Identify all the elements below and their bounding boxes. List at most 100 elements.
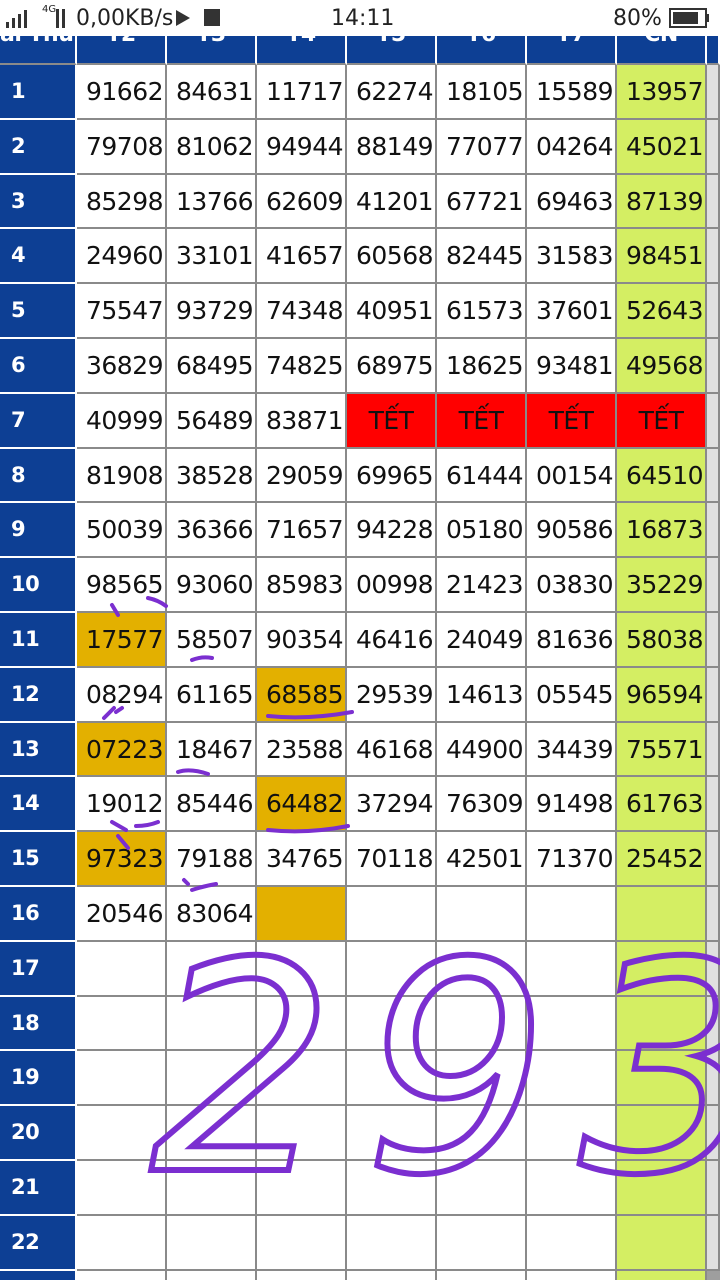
cell: [347, 1215, 437, 1271]
cell: 18105: [437, 65, 527, 120]
cell: [347, 887, 437, 942]
status-bar: 4G 0,00KB/s 14:11 80%: [0, 0, 720, 36]
cell: [167, 1215, 257, 1271]
cell: [617, 941, 707, 997]
cell: 98565: [77, 558, 167, 613]
cell: 69463: [527, 174, 617, 230]
edge: [707, 393, 720, 449]
cell: 79188: [167, 832, 257, 887]
cell: 61444: [437, 448, 527, 504]
cell: 60568: [347, 229, 437, 285]
cell: 85446: [167, 777, 257, 833]
cell: 85298: [77, 174, 167, 230]
cell: 24960: [77, 229, 167, 285]
cell: 83871: [257, 393, 347, 449]
cell: 29539: [347, 667, 437, 723]
cell: [167, 996, 257, 1052]
cell: 29059: [257, 448, 347, 504]
edge: [707, 613, 720, 668]
cell: [167, 1270, 257, 1280]
cell: TẾT: [527, 393, 617, 449]
cell: [77, 1161, 167, 1216]
cell: [437, 1161, 527, 1216]
edge: [707, 1215, 720, 1271]
cell: 34439: [527, 722, 617, 778]
edge: [707, 1051, 720, 1107]
cell: [437, 1051, 527, 1107]
cell: 05180: [437, 503, 527, 559]
cell: 98451: [617, 229, 707, 285]
cell: 08294: [77, 667, 167, 723]
cell: 14613: [437, 667, 527, 723]
row-label: 13: [0, 722, 77, 778]
cell: [77, 941, 167, 997]
edge: [707, 284, 720, 339]
cell: TẾT: [437, 393, 527, 449]
cell: 24049: [437, 613, 527, 668]
row-label: 21: [0, 1161, 77, 1216]
edge: [707, 448, 720, 504]
cell: 62274: [347, 65, 437, 120]
cell: [527, 996, 617, 1052]
cell: 84631: [167, 65, 257, 120]
row-label: 15: [0, 832, 77, 887]
cell: 13957: [617, 65, 707, 120]
cell: 58038: [617, 613, 707, 668]
row-label: 9: [0, 503, 77, 559]
cell: 31583: [527, 229, 617, 285]
cell: [347, 1161, 437, 1216]
cell: [167, 941, 257, 997]
cell: [257, 1106, 347, 1161]
cell: [527, 941, 617, 997]
cell: 77077: [437, 119, 527, 175]
network: 4G: [42, 4, 57, 15]
cell: 64510: [617, 448, 707, 504]
edge: [707, 777, 720, 833]
signal-icon: [6, 10, 27, 28]
cell: 21423: [437, 558, 527, 613]
cell: 18625: [437, 339, 527, 394]
cell: 33101: [167, 229, 257, 285]
cell: 68585: [257, 667, 347, 723]
cell: 25452: [617, 832, 707, 887]
cell: 91498: [527, 777, 617, 833]
cell: 76309: [437, 777, 527, 833]
cell: [257, 941, 347, 997]
cell: 41201: [347, 174, 437, 230]
cell: 81062: [167, 119, 257, 175]
cell: [347, 941, 437, 997]
cell: 38528: [167, 448, 257, 504]
cell: 45021: [617, 119, 707, 175]
cell: 40999: [77, 393, 167, 449]
cell: [77, 1051, 167, 1107]
cell: 94944: [257, 119, 347, 175]
status-icons: [56, 8, 709, 28]
cell: 37294: [347, 777, 437, 833]
cell: 37601: [527, 284, 617, 339]
cell: 68495: [167, 339, 257, 394]
edge: [707, 941, 720, 997]
cell: [257, 887, 347, 942]
cell: 75571: [617, 722, 707, 778]
row-label: 12: [0, 667, 77, 723]
cell: 87139: [617, 174, 707, 230]
battery: 80%: [613, 6, 662, 31]
cell: [527, 1215, 617, 1271]
net-speed: 0,00KB/s: [76, 6, 174, 31]
cell: 07223: [77, 722, 167, 778]
cell: 64482: [257, 777, 347, 833]
cell: 56489: [167, 393, 257, 449]
cell: 61573: [437, 284, 527, 339]
cell: 83064: [167, 887, 257, 942]
cell: 05545: [527, 667, 617, 723]
cell: 23588: [257, 722, 347, 778]
cell: 42501: [437, 832, 527, 887]
cell: 88149: [347, 119, 437, 175]
cell: [347, 996, 437, 1052]
row-label: 6: [0, 339, 77, 394]
cell: 82445: [437, 229, 527, 285]
row-label: 7: [0, 393, 77, 449]
cell: 68975: [347, 339, 437, 394]
cell: [347, 1051, 437, 1107]
